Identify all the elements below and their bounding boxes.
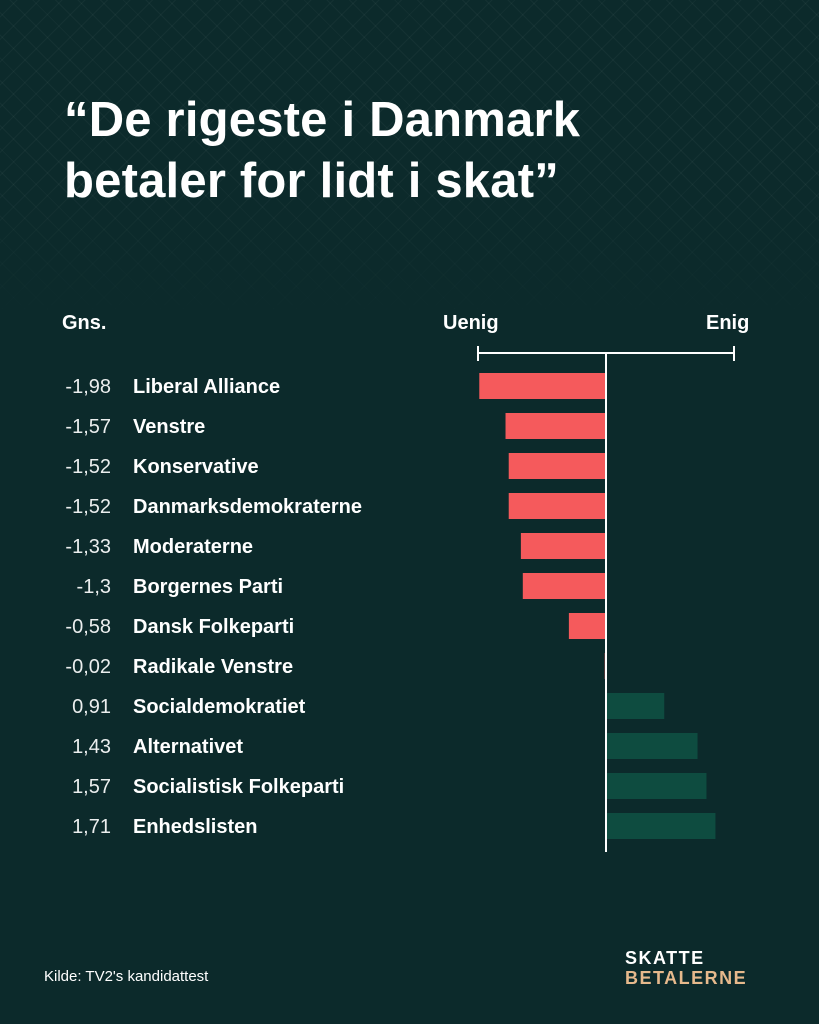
bar <box>606 733 698 759</box>
logo-line-1: SKATTE <box>625 948 705 968</box>
bar <box>522 573 606 599</box>
bar <box>505 413 606 439</box>
avg-column-header: Gns. <box>62 312 107 334</box>
value-label: 1,71 <box>72 816 111 838</box>
bar <box>606 813 716 839</box>
title-line-1: “De rigeste i Danmark <box>64 93 581 147</box>
value-label: 1,43 <box>72 736 111 758</box>
source-note: Kilde: TV2's kandidattest <box>44 968 209 985</box>
value-label: -1,57 <box>65 416 111 438</box>
brand-logo: SKATTE BETALERNE <box>625 948 747 988</box>
category-label: Konservative <box>133 456 259 478</box>
title-line-2: betaler for lidt i skat” <box>64 154 559 208</box>
value-label: -0,02 <box>65 656 111 678</box>
logo-line-2: BETALERNE <box>625 968 748 988</box>
bar <box>606 693 665 719</box>
background-pattern <box>0 0 819 330</box>
bar <box>479 373 606 399</box>
agree-label: Enig <box>706 312 750 334</box>
value-label: -1,52 <box>65 456 111 478</box>
value-label: -1,52 <box>65 496 111 518</box>
category-label: Enhedslisten <box>133 816 257 838</box>
value-label: 1,57 <box>72 776 111 798</box>
category-label: Danmarksdemokraterne <box>133 496 362 518</box>
value-label: -1,33 <box>65 536 111 558</box>
category-label: Dansk Folkeparti <box>133 616 294 638</box>
category-label: Radikale Venstre <box>133 656 293 678</box>
bar <box>606 773 707 799</box>
bar <box>508 453 606 479</box>
bar <box>520 533 606 559</box>
chart-title: “De rigeste i Danmark betaler for lidt i… <box>64 90 764 212</box>
category-label: Socialistisk Folkeparti <box>133 776 344 798</box>
value-label: -0,58 <box>65 616 111 638</box>
category-label: Borgernes Parti <box>133 576 283 598</box>
category-label: Moderaterne <box>133 536 253 558</box>
category-label: Liberal Alliance <box>133 376 280 398</box>
category-label: Venstre <box>133 416 205 438</box>
value-label: -1,98 <box>65 376 111 398</box>
value-label: 0,91 <box>72 696 111 718</box>
category-label: Socialdemokratiet <box>133 696 306 718</box>
disagree-label: Uenig <box>443 312 499 334</box>
bar <box>508 493 606 519</box>
bar <box>568 613 606 639</box>
category-label: Alternativet <box>133 736 243 758</box>
value-label: -1,3 <box>77 576 111 598</box>
